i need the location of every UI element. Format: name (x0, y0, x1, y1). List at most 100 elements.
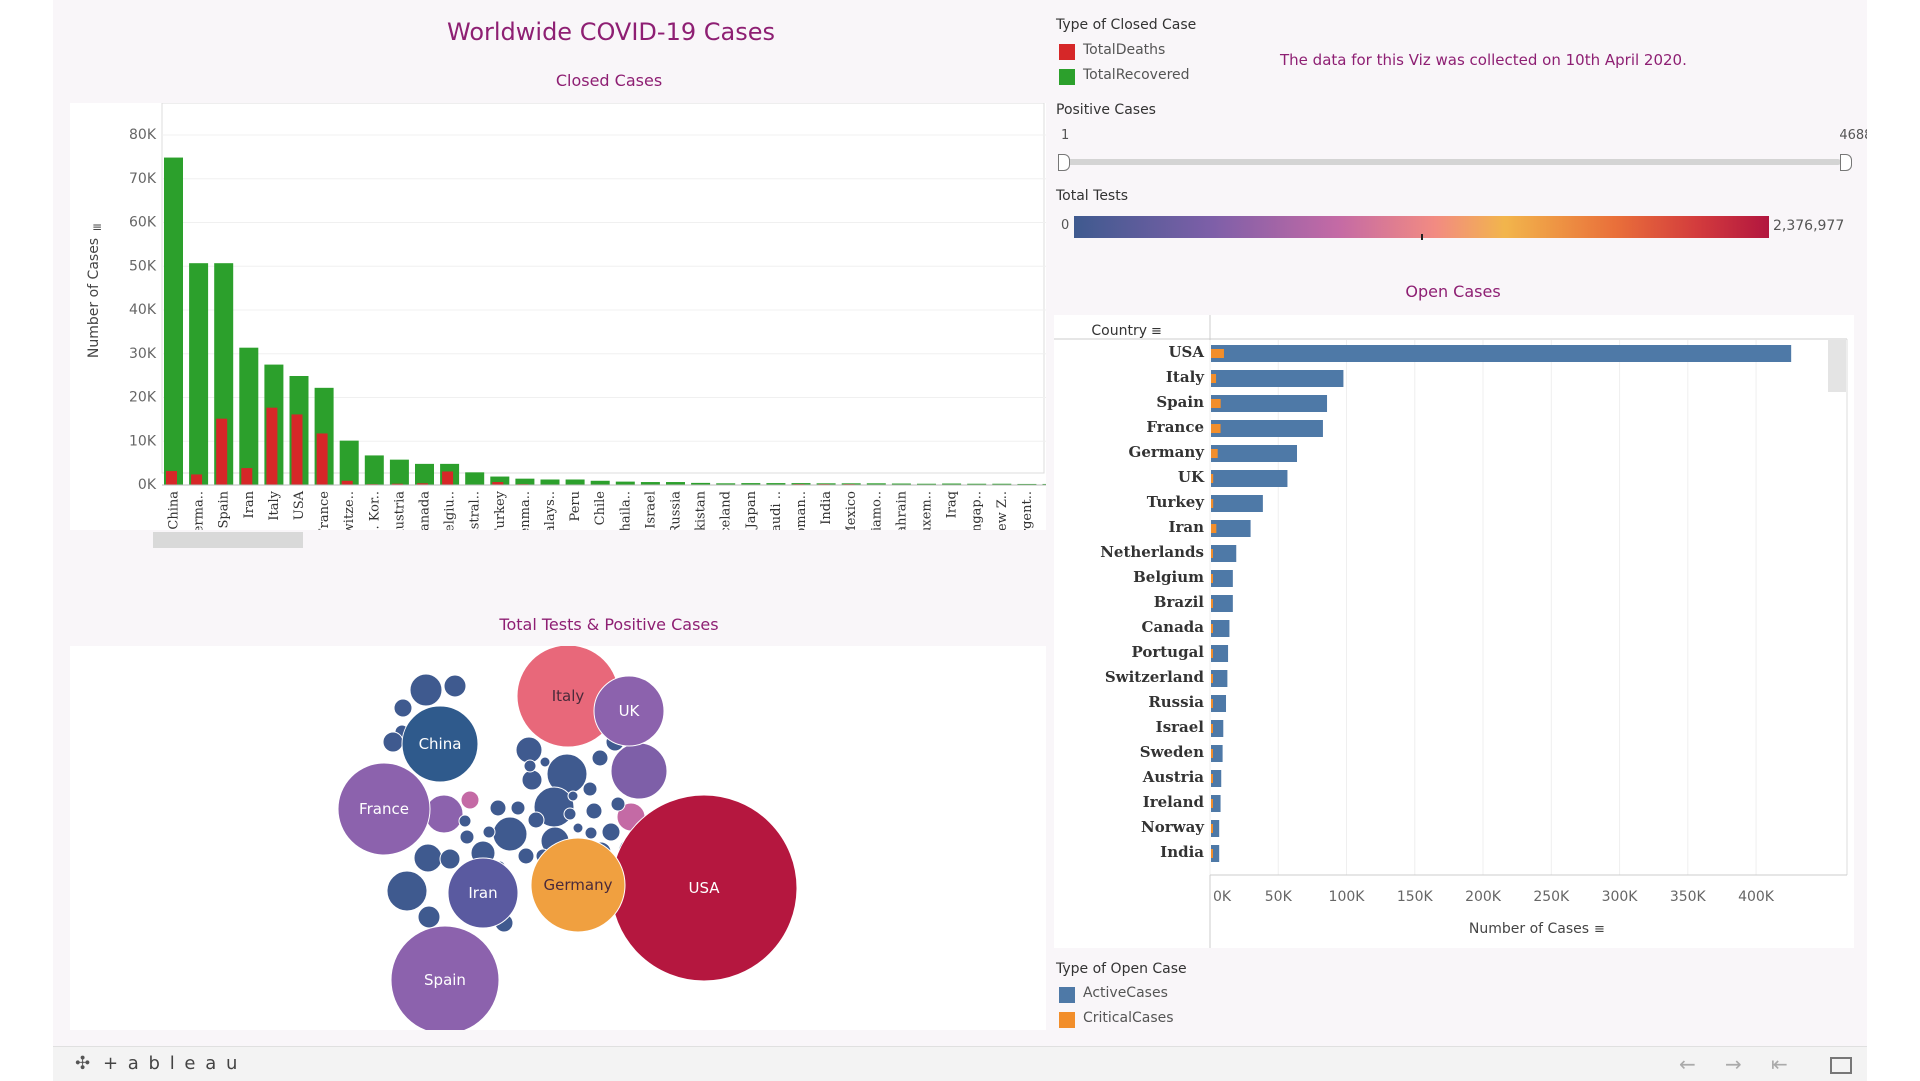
bubble[interactable] (583, 782, 597, 796)
country-sort-icon[interactable]: ≡ (1151, 324, 1162, 339)
closed-bar-deaths[interactable] (166, 471, 177, 485)
bubble[interactable] (490, 800, 506, 816)
open-bar-active[interactable] (1211, 395, 1327, 412)
bubble[interactable] (524, 760, 536, 772)
open-country-label[interactable]: Germany (1129, 443, 1206, 461)
closed-bar-recovered[interactable] (515, 479, 534, 485)
open-country-label[interactable]: UK (1178, 468, 1205, 486)
fullscreen-icon[interactable] (1830, 1057, 1852, 1074)
open-bar-active[interactable] (1211, 695, 1226, 712)
open-country-label[interactable]: Portugal (1131, 643, 1204, 661)
bubble[interactable] (461, 791, 479, 809)
open-bar-critical[interactable] (1211, 849, 1213, 858)
open-country-label[interactable]: Switzerland (1105, 668, 1205, 686)
bubble[interactable] (387, 871, 427, 911)
bubble[interactable] (592, 750, 608, 766)
open-country-label[interactable]: Israel (1156, 718, 1205, 736)
open-bar-critical[interactable] (1211, 399, 1221, 408)
open-bar-critical[interactable] (1211, 374, 1216, 383)
bubble[interactable] (483, 826, 495, 838)
closed-bar-recovered[interactable] (164, 158, 183, 485)
closed-bar-recovered[interactable] (566, 480, 585, 485)
open-country-label[interactable]: Canada (1142, 618, 1205, 636)
bubble[interactable] (414, 844, 442, 872)
open-bar-critical[interactable] (1211, 474, 1213, 483)
open-bar-critical[interactable] (1211, 674, 1213, 683)
open-bar-active[interactable] (1211, 545, 1236, 562)
open-country-label[interactable]: Netherlands (1100, 543, 1204, 561)
sort-icon[interactable]: ≡ (92, 220, 102, 234)
closed-bar-deaths[interactable] (241, 468, 252, 485)
open-bar-critical[interactable] (1211, 724, 1213, 733)
bubble[interactable] (573, 823, 583, 833)
closed-bar-deaths[interactable] (442, 471, 453, 485)
closed-bar-recovered[interactable] (415, 464, 434, 485)
bubble[interactable] (394, 699, 412, 717)
open-bar-active[interactable] (1211, 420, 1323, 437)
open-country-label[interactable]: Belgium (1133, 568, 1204, 586)
legend-label-critical-cases[interactable]: CriticalCases (1083, 1010, 1174, 1026)
closed-bar-recovered[interactable] (541, 480, 560, 485)
closed-bar-recovered[interactable] (465, 472, 484, 485)
open-bar-critical[interactable] (1211, 524, 1216, 533)
closed-bar-deaths[interactable] (292, 414, 303, 485)
open-bar-critical[interactable] (1211, 774, 1213, 783)
bubble[interactable] (518, 848, 534, 864)
open-bar-active[interactable] (1211, 445, 1297, 462)
open-country-label[interactable]: Iran (1168, 518, 1204, 536)
bubble[interactable] (459, 815, 471, 827)
bubble[interactable] (586, 803, 602, 819)
open-bar-active[interactable] (1211, 370, 1343, 387)
legend-swatch-critical-cases[interactable] (1059, 1012, 1075, 1028)
open-country-label[interactable]: France (1146, 418, 1204, 436)
bubble[interactable] (540, 757, 550, 767)
closed-bar-deaths[interactable] (266, 408, 277, 485)
open-country-label[interactable]: USA (1168, 343, 1204, 361)
redo-icon[interactable]: → (1725, 1052, 1742, 1076)
open-bar-critical[interactable] (1211, 574, 1213, 583)
open-axis-sort-icon[interactable]: ≡ (1594, 922, 1605, 937)
closed-bar-deaths[interactable] (191, 474, 202, 485)
closed-bar-recovered[interactable] (591, 481, 610, 485)
open-bar-active[interactable] (1211, 470, 1287, 487)
closed-bar-deaths[interactable] (342, 481, 353, 485)
open-bar-critical[interactable] (1211, 799, 1213, 808)
closed-bar-recovered[interactable] (616, 482, 635, 485)
bubble[interactable] (602, 823, 620, 841)
bubble[interactable] (522, 770, 542, 790)
bubble[interactable] (516, 737, 542, 763)
bubble[interactable] (493, 817, 527, 851)
open-country-label[interactable]: Ireland (1143, 793, 1205, 811)
open-bar-critical[interactable] (1211, 549, 1213, 558)
open-country-label[interactable]: Spain (1156, 393, 1204, 411)
open-country-label[interactable]: Austria (1142, 768, 1205, 786)
revert-icon[interactable]: ⇤ (1771, 1052, 1788, 1076)
closed-bar-recovered[interactable] (239, 348, 258, 485)
open-bar-critical[interactable] (1211, 749, 1213, 758)
open-bar-active[interactable] (1211, 595, 1233, 612)
open-bar-active[interactable] (1211, 645, 1228, 662)
positive-cases-slider-track[interactable] (1065, 159, 1841, 165)
bubble[interactable] (444, 675, 466, 697)
closed-bar-deaths[interactable] (317, 433, 328, 485)
open-country-label[interactable]: India (1160, 843, 1204, 861)
open-country-label[interactable]: Turkey (1147, 493, 1206, 511)
tableau-logo-icon[interactable]: ✣ (75, 1053, 90, 1074)
open-bar-active[interactable] (1211, 620, 1229, 637)
closed-bar-recovered[interactable] (340, 441, 359, 485)
legend-label-total-deaths[interactable]: TotalDeaths (1083, 42, 1165, 58)
open-bar-critical[interactable] (1211, 824, 1213, 833)
legend-swatch-total-deaths[interactable] (1059, 44, 1075, 60)
open-bar-critical[interactable] (1211, 699, 1213, 708)
closed-bar-recovered[interactable] (390, 460, 409, 485)
positive-cases-slider-max-handle[interactable] (1840, 154, 1852, 171)
open-bar-critical[interactable] (1211, 624, 1213, 633)
open-bar-critical[interactable] (1211, 424, 1221, 433)
open-bar-critical[interactable] (1211, 649, 1213, 658)
bubble[interactable] (383, 732, 403, 752)
bubble[interactable] (511, 801, 525, 815)
open-bar-critical[interactable] (1211, 349, 1224, 358)
positive-cases-slider-min-handle[interactable] (1058, 154, 1070, 171)
